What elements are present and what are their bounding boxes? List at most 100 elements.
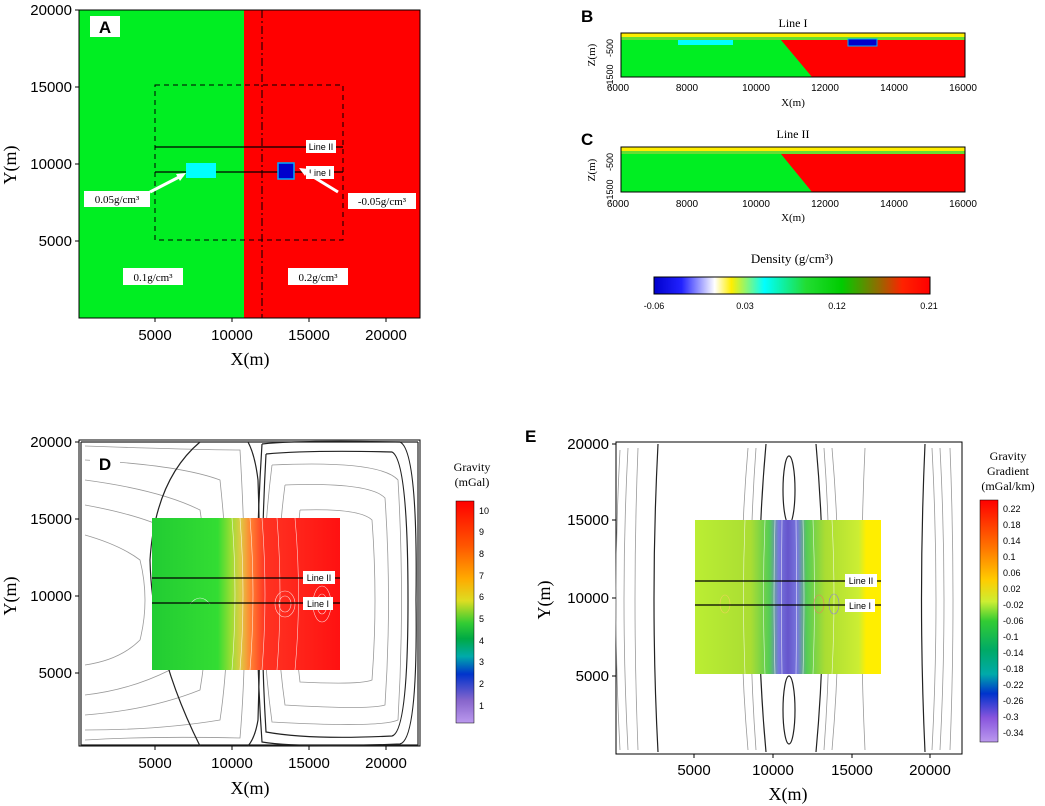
x-tick-label: 5000 <box>677 762 710 779</box>
x-tick-label: 8000 <box>676 83 699 94</box>
section-surface <box>621 33 965 37</box>
cbar-tick: 0.02 <box>1003 584 1021 594</box>
cbar-tick: -0.14 <box>1003 648 1024 658</box>
cbar-tick: 5 <box>479 614 484 624</box>
x-tick-label: 5000 <box>138 327 171 344</box>
cbar-tick: 10 <box>479 506 489 516</box>
line2-label-box <box>303 571 335 584</box>
line2-label: Line II <box>849 576 874 586</box>
x-tick-label: 20000 <box>365 327 407 344</box>
region-left-label: 0.1g/cm³ <box>133 272 173 284</box>
cbar-tick: -0.06 <box>1003 616 1024 626</box>
cbar-tick: -0.3 <box>1003 712 1019 722</box>
y-tick-label: 5000 <box>576 668 609 685</box>
section-subsurface <box>621 37 965 40</box>
colorbar-tick: -0.06 <box>644 301 665 311</box>
section-frame <box>620 32 966 78</box>
positive-anomaly-body <box>186 163 216 178</box>
cbar-tick: -0.02 <box>1003 600 1024 610</box>
panel-letter-b: B <box>581 7 593 26</box>
y-tick-label: 5000 <box>39 665 72 682</box>
line1-label-box <box>303 597 333 610</box>
panel-letter-e: E <box>525 427 536 446</box>
region-low-density <box>79 10 244 318</box>
x-tick-label: 10000 <box>211 327 253 344</box>
region-right-box <box>288 268 348 285</box>
panel-letter-a: A <box>99 18 111 37</box>
annot-neg-box <box>348 193 416 209</box>
x-tick-label: 15000 <box>288 755 330 772</box>
section-title: Line I <box>779 16 808 30</box>
y-tick-label: 10000 <box>567 590 609 607</box>
section-subsurface <box>621 151 965 154</box>
cbar-tick: 1 <box>479 701 484 711</box>
z-tick-label: -1500 <box>605 179 615 202</box>
x-tick-label: 6000 <box>607 83 630 94</box>
cbar-tick: -0.1 <box>1003 632 1019 642</box>
y-tick-label: 15000 <box>30 79 72 96</box>
cbar-tick: 9 <box>479 527 484 537</box>
x-tick-label: 12000 <box>811 83 839 94</box>
z-tick-label: -1500 <box>605 64 615 87</box>
y-tick-label: 20000 <box>30 434 72 451</box>
arrow-negative <box>301 168 339 194</box>
cbar-tick: 0.1 <box>1003 552 1016 562</box>
gravity-colorbar <box>455 500 475 724</box>
region-left-box <box>123 268 183 285</box>
panel-c: C Line II Z(m) -500 -1500 6000 8000 1000… <box>581 127 977 224</box>
x-tick-label: 15000 <box>831 762 873 779</box>
colorbar-tick: 0.21 <box>920 301 938 311</box>
line2-label: Line II <box>309 142 334 152</box>
section-negative-body <box>847 38 878 47</box>
panel-b: B Line I Z(m) -500 -1500 6000 8000 10000… <box>581 7 977 109</box>
section-surface <box>621 147 965 151</box>
z-tick-label: -500 <box>605 39 615 57</box>
x-tick-label: 14000 <box>880 83 908 94</box>
negative-anomaly-body <box>277 162 295 180</box>
line1-label: Line I <box>309 168 331 178</box>
cbar-tick: -0.18 <box>1003 664 1024 674</box>
y-tick-label: 10000 <box>30 156 72 173</box>
cbar-tick: 0.18 <box>1003 520 1021 530</box>
line2-label-box <box>306 140 336 153</box>
x-tick-label: 15000 <box>288 327 330 344</box>
y-tick-label: 20000 <box>30 2 72 19</box>
y-tick-label: 15000 <box>30 511 72 528</box>
cbar-tick: -0.26 <box>1003 696 1024 706</box>
panel-letter-box <box>90 452 120 474</box>
cbar-tick: 0.14 <box>1003 536 1021 546</box>
x-tick-label: 10000 <box>752 762 794 779</box>
x-tick-label: 6000 <box>607 199 630 210</box>
cbar-tick: 8 <box>479 549 484 559</box>
x-tick-label: 16000 <box>949 83 977 94</box>
x-axis-label: X(m) <box>781 97 805 109</box>
panel-letter-box <box>90 16 120 37</box>
panel-letter-c: C <box>581 130 593 149</box>
gravity-field <box>152 518 340 670</box>
x-axis-label: X(m) <box>781 212 805 224</box>
annot-neg: -0.05g/cm³ <box>358 196 407 208</box>
cbar-tick: 3 <box>479 657 484 667</box>
y-tick-label: 20000 <box>567 436 609 453</box>
panel-e: Line II Line I E 5000 10000 15000 20000 … <box>525 427 1035 805</box>
x-tick-label: 20000 <box>909 762 951 779</box>
cbar-tick: 0.22 <box>1003 504 1021 514</box>
x-tick-label: 16000 <box>949 199 977 210</box>
cbar-tick: 2 <box>479 679 484 689</box>
y-axis-label: Y(m) <box>0 146 21 185</box>
section-title: Line II <box>777 127 810 141</box>
x-tick-label: 12000 <box>811 199 839 210</box>
panel-d: Line II Line I D 5000 10000 15000 20000 … <box>0 434 490 799</box>
annot-pos-box <box>84 191 150 207</box>
x-tick-label: 8000 <box>676 199 699 210</box>
line1-label-box <box>845 599 875 612</box>
cbar-tick: 0.06 <box>1003 568 1021 578</box>
x-tick-label: 10000 <box>211 755 253 772</box>
cbar-title: Gradient <box>987 464 1030 478</box>
y-tick-label: 10000 <box>30 588 72 605</box>
x-tick-label: 10000 <box>742 83 770 94</box>
study-area-box <box>154 84 344 241</box>
z-tick-label: -500 <box>605 153 615 171</box>
colorbar-gradient <box>653 276 931 295</box>
colorbar-title: Density (g/cm³) <box>751 251 833 266</box>
